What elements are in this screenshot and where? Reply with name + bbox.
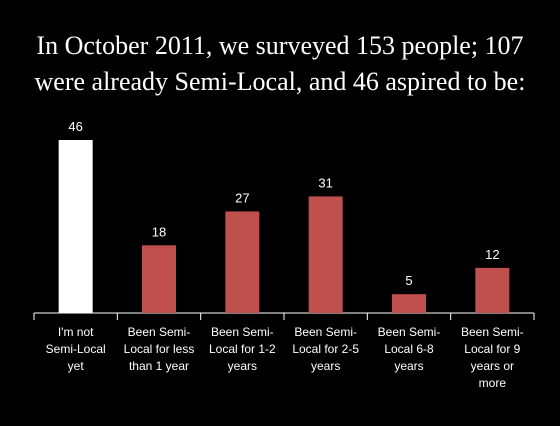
category-label: Been Semi-Local for 2-5 years [292, 325, 359, 373]
chart-title: In October 2011, we surveyed 153 people;… [0, 28, 560, 100]
category-label: I'm not Semi-Local yet [46, 325, 106, 373]
data-label: 27 [235, 190, 249, 205]
bar [58, 140, 93, 313]
data-label: 31 [318, 175, 332, 190]
bar [225, 211, 260, 313]
bar [142, 245, 176, 313]
bar [475, 267, 510, 313]
bar [308, 196, 343, 313]
data-label: 46 [68, 119, 82, 134]
data-label: 5 [405, 273, 412, 288]
chart-title-line-1: In October 2011, we surveyed 153 people;… [36, 31, 524, 60]
bar [392, 294, 426, 313]
data-label: 12 [485, 247, 499, 262]
category-label: Been Semi-Local for 1-2 years [209, 325, 276, 373]
category-label: Been Semi-Local for less than 1 year [124, 325, 195, 373]
category-label: Been Semi-Local 6-8 years [378, 325, 441, 373]
category-label: Been Semi-Local for 9 years or more [461, 325, 524, 390]
chart-title-line-2: were already Semi-Local, and 46 aspired … [34, 67, 526, 96]
data-label: 18 [152, 224, 166, 239]
